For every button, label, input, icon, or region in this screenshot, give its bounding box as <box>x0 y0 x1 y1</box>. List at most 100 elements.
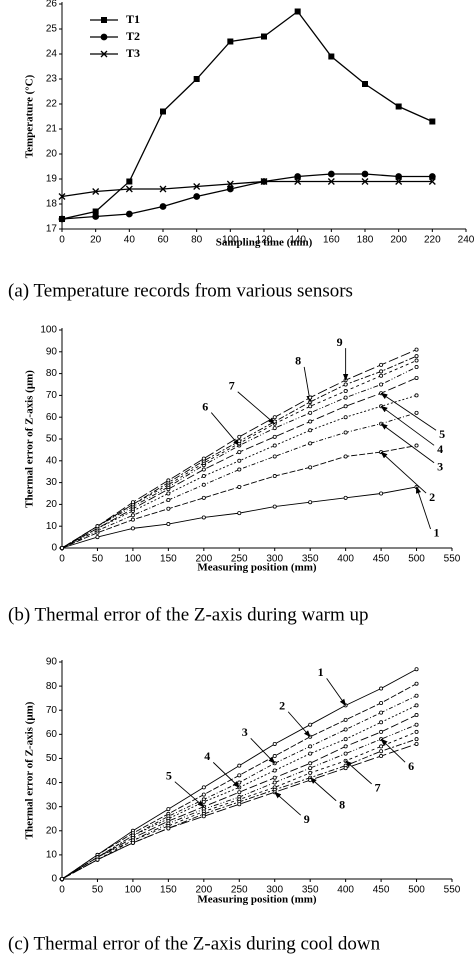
annotation-label: 1 <box>434 526 440 540</box>
y-tick-label: 0 <box>51 874 57 885</box>
marker <box>92 208 99 215</box>
marker <box>379 754 384 759</box>
y-tick-label: 18 <box>46 199 58 210</box>
marker <box>343 727 348 732</box>
marker <box>428 178 436 185</box>
marker <box>395 103 402 110</box>
marker <box>272 419 277 424</box>
series-line <box>61 486 417 549</box>
x-tick-label: 40 <box>124 235 136 246</box>
series-line <box>61 743 417 880</box>
x-tick-label: 240 <box>458 235 474 246</box>
marker <box>226 185 234 193</box>
annotation-arrow <box>309 777 337 802</box>
series-line <box>61 377 417 549</box>
marker <box>166 478 171 483</box>
marker <box>379 491 384 496</box>
y-tick-label: 60 <box>46 412 58 423</box>
marker <box>343 717 348 722</box>
marker <box>308 751 313 756</box>
x-tick-label: 160 <box>323 235 340 246</box>
annotation-label: 2 <box>279 698 285 712</box>
marker <box>414 443 419 448</box>
annotation-label: 3 <box>242 725 248 739</box>
marker <box>379 382 384 387</box>
x-tick-label: 0 <box>59 885 65 896</box>
series-line <box>61 394 417 549</box>
annotation-label: 4 <box>437 442 443 456</box>
annotation-arrow <box>415 486 431 530</box>
marker <box>272 741 277 746</box>
marker <box>414 410 419 415</box>
marker <box>414 393 419 398</box>
marker <box>328 53 335 60</box>
marker <box>272 780 277 785</box>
marker <box>379 369 384 374</box>
y-tick-label: 80 <box>46 368 58 379</box>
marker <box>429 118 436 125</box>
annotation-arrow <box>380 405 435 446</box>
marker <box>260 178 268 185</box>
annotation-label: 5 <box>439 427 445 441</box>
marker <box>95 857 100 862</box>
marker <box>60 877 65 882</box>
series-line <box>61 714 417 880</box>
x-tick-label: 500 <box>408 885 425 896</box>
marker <box>272 415 277 420</box>
marker <box>58 215 66 223</box>
x-tick-label: 300 <box>266 554 283 565</box>
marker <box>130 513 135 518</box>
marker <box>201 814 206 819</box>
marker <box>414 375 419 380</box>
marker <box>193 193 201 200</box>
marker <box>361 170 369 178</box>
annotation-arrow <box>212 762 240 789</box>
marker <box>343 744 348 749</box>
marker <box>343 415 348 420</box>
marker <box>414 729 419 734</box>
marker <box>379 373 384 378</box>
marker <box>201 474 206 479</box>
annotation-label: 7 <box>229 378 235 392</box>
marker <box>261 33 267 40</box>
marker <box>308 404 313 409</box>
x-tick-label: 450 <box>373 554 390 565</box>
annotation-label: 3 <box>437 459 443 473</box>
legend-marker <box>100 50 108 58</box>
y-tick-label: 90 <box>46 346 58 357</box>
marker <box>237 458 242 463</box>
y-tick-label: 30 <box>46 801 58 812</box>
marker <box>379 749 384 754</box>
marker <box>166 807 171 812</box>
caption: (b) Thermal error of the Z-axis during w… <box>8 604 369 625</box>
marker <box>201 467 206 472</box>
marker <box>343 766 348 771</box>
marker <box>201 495 206 500</box>
marker <box>237 434 242 439</box>
annotation-label: 6 <box>408 759 414 773</box>
marker <box>130 526 135 531</box>
marker <box>272 504 277 509</box>
marker <box>237 773 242 778</box>
marker <box>60 546 65 551</box>
x-tick-label: 100 <box>125 885 142 896</box>
marker <box>272 434 277 439</box>
annotation-label: 8 <box>339 797 345 811</box>
annotation-label: 4 <box>204 749 210 763</box>
marker <box>159 203 167 210</box>
annotation-arrow <box>326 678 347 707</box>
marker <box>294 173 302 180</box>
x-tick-label: 0 <box>59 235 65 246</box>
marker <box>125 210 133 218</box>
y-tick-label: 50 <box>46 434 58 445</box>
marker <box>379 720 384 725</box>
x-tick-label: 220 <box>424 235 441 246</box>
y-tick-label: 50 <box>46 753 58 764</box>
marker <box>130 500 135 505</box>
y-tick-label: 19 <box>46 174 58 185</box>
y-tick-label: 25 <box>46 24 58 35</box>
x-tick-label: 150 <box>160 554 177 565</box>
y-tick-label: 30 <box>46 477 58 488</box>
x-axis-title: Sampling time (min) <box>216 237 313 249</box>
